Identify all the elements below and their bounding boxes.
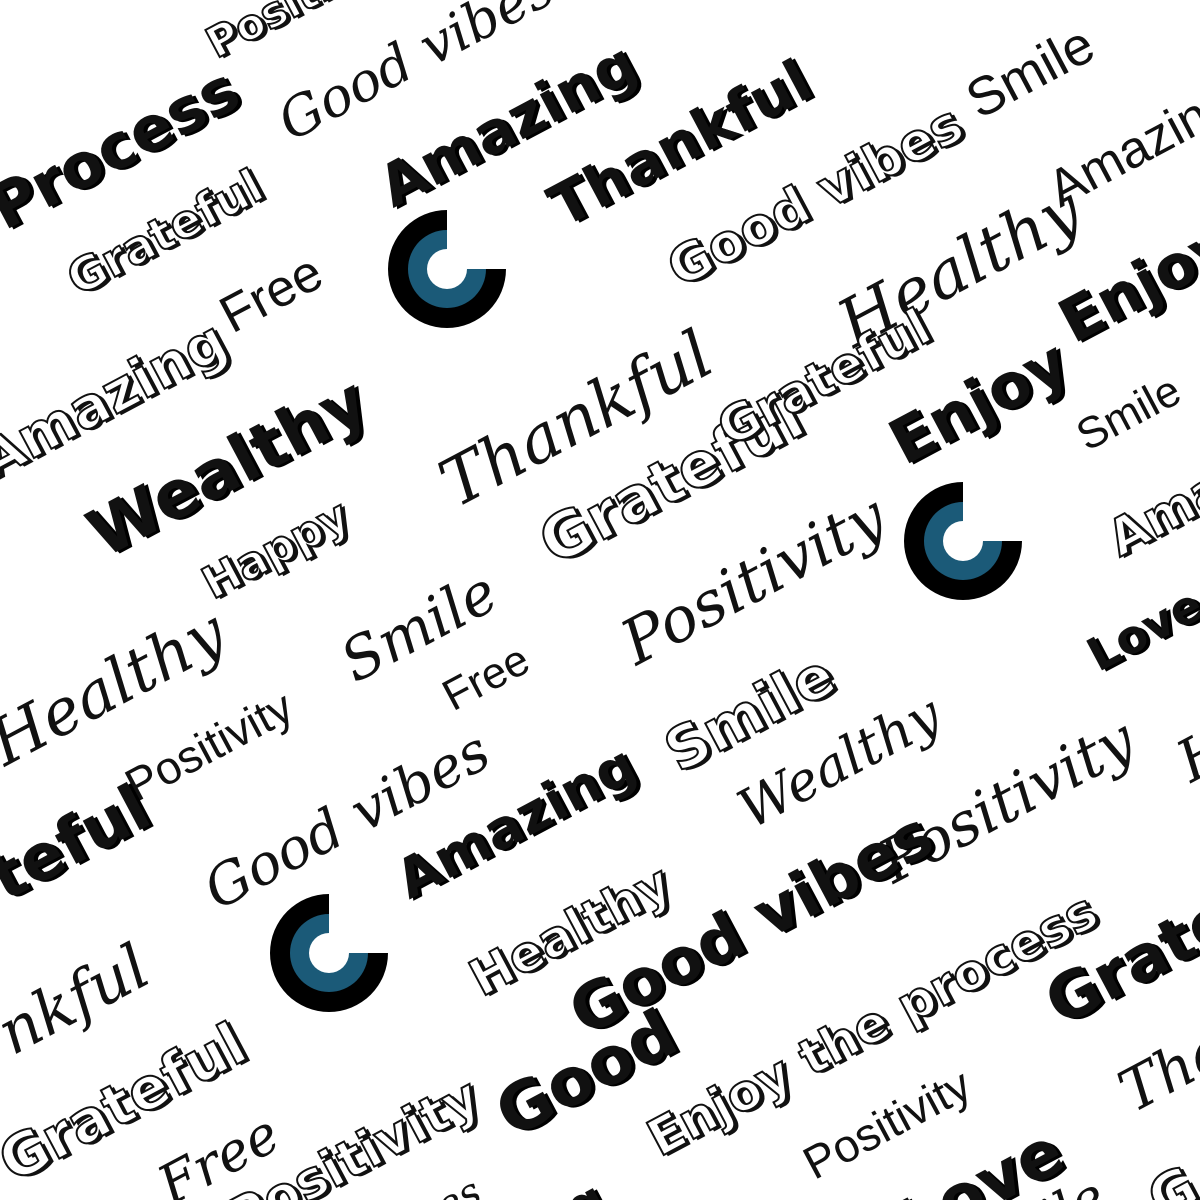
word-g: G: [1137, 1153, 1200, 1200]
word-smile: Smile: [1068, 365, 1189, 461]
word-teful: teful: [0, 771, 162, 916]
fiverr-logo-icon: [904, 482, 1022, 600]
word-free: Free: [434, 634, 538, 721]
word-smile: Smile: [956, 13, 1104, 131]
word-love: Love: [1078, 577, 1200, 683]
word-tha: Tha: [1107, 1013, 1200, 1126]
word-g: g: [556, 1170, 615, 1200]
fiverr-logo-icon: [270, 894, 388, 1012]
fiverr-logo-icon: [388, 210, 506, 328]
word-ibes: ibes: [395, 1169, 490, 1200]
word-h: H: [1165, 711, 1200, 796]
word-free: Free: [210, 243, 333, 345]
word-nkful: nkful: [0, 929, 161, 1070]
